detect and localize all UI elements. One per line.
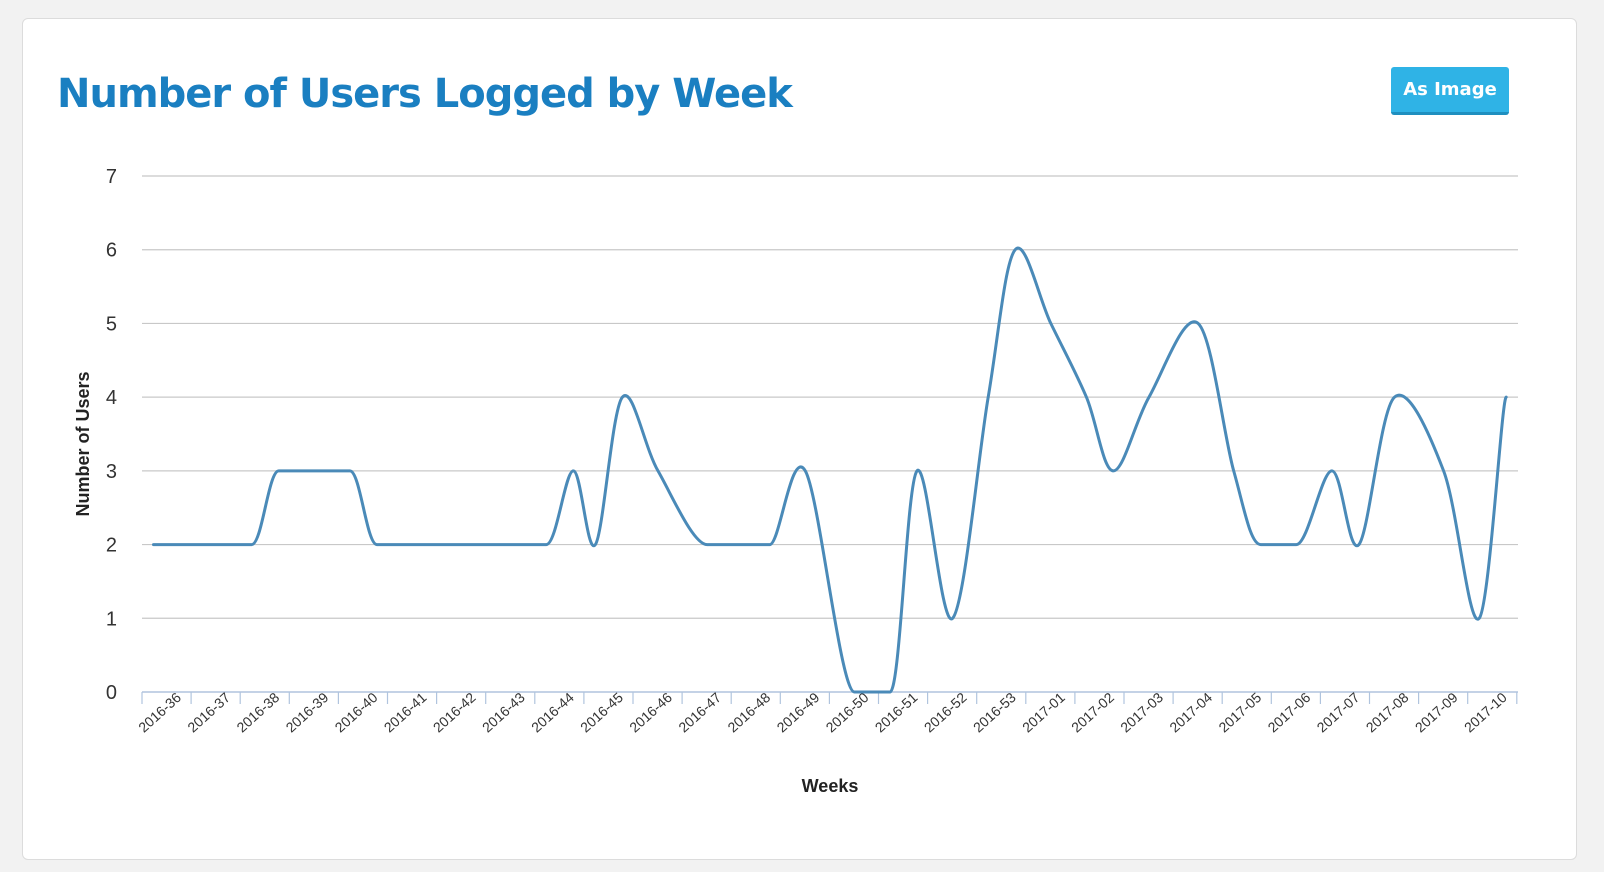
- y-tick-label: 4: [106, 387, 117, 409]
- x-axis-title: Weeks: [802, 776, 859, 796]
- y-tick-label: 0: [106, 682, 117, 704]
- y-tick-label: 3: [106, 461, 117, 483]
- y-tick-label: 6: [106, 240, 117, 262]
- series-line: [152, 246, 1508, 694]
- y-tick-label: 7: [106, 166, 117, 188]
- y-axis-title: Number of Users: [73, 371, 93, 516]
- y-tick-label: 1: [106, 608, 117, 630]
- chart-title: Number of Users Logged by Week: [57, 71, 793, 117]
- y-tick-label: 5: [106, 313, 117, 335]
- as-image-button[interactable]: As Image: [1391, 67, 1509, 115]
- y-tick-label: 2: [106, 535, 117, 557]
- chart-panel: Number of Users Logged by Week As Image: [22, 18, 1577, 860]
